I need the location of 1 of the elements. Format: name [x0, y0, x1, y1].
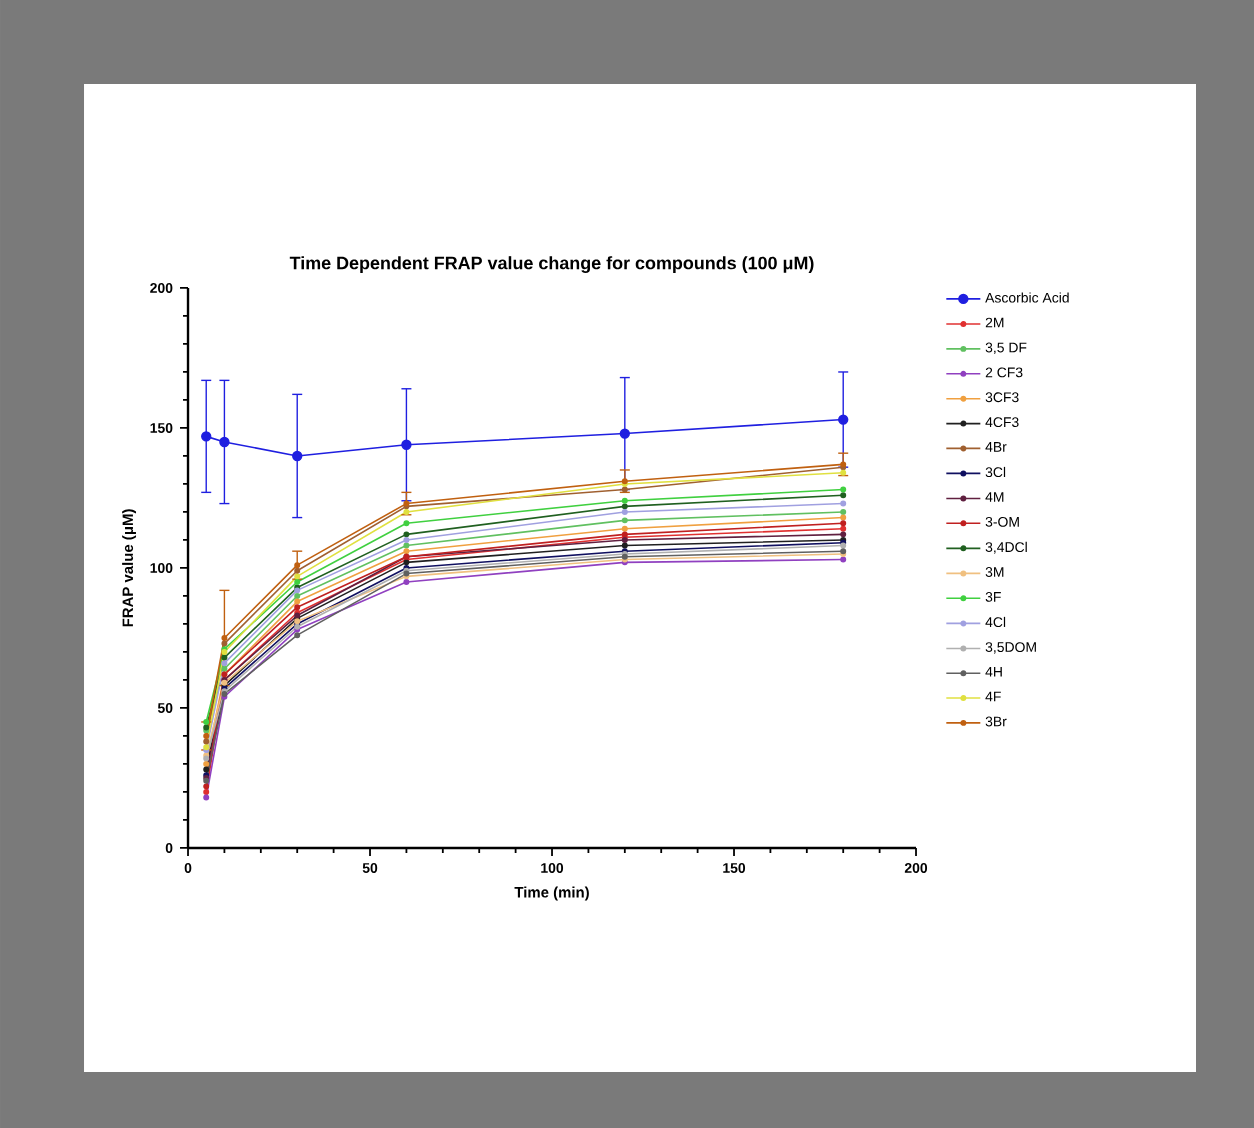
chart-title: Time Dependent FRAP value change for compounds (100 μM) [289, 256, 814, 273]
